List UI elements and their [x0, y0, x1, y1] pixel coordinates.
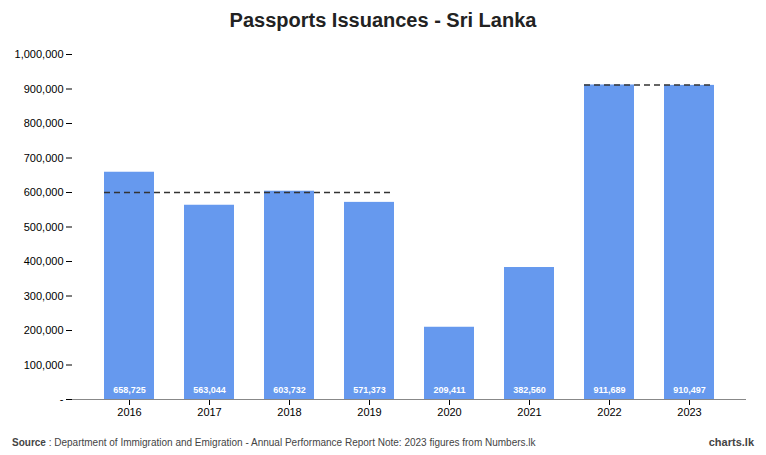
svg-text:2016: 2016	[117, 406, 141, 418]
svg-text:2020: 2020	[437, 406, 461, 418]
svg-text:1,000,000: 1,000,000	[15, 48, 64, 60]
svg-text:-: -	[60, 393, 64, 405]
html-text:charts.lk: charts.lk	[708, 436, 754, 448]
svg-text:200,000: 200,000	[24, 324, 64, 336]
svg-text:2018: 2018	[277, 406, 301, 418]
svg-text:910,497: 910,497	[673, 385, 706, 395]
svg-text:700,000: 700,000	[24, 152, 64, 164]
svg-text:2021: 2021	[517, 406, 541, 418]
svg-text:603,732: 603,732	[273, 385, 306, 395]
svg-text:209,411: 209,411	[433, 385, 465, 395]
svg-text:2017: 2017	[197, 406, 221, 418]
svg-text:911,689: 911,689	[593, 385, 625, 395]
svg-text:2019: 2019	[357, 406, 381, 418]
svg-text:658,725: 658,725	[113, 385, 146, 395]
svg-text:400,000: 400,000	[24, 255, 64, 267]
svg-text:100,000: 100,000	[24, 359, 64, 371]
svg-text:900,000: 900,000	[24, 83, 64, 95]
svg-text:571,373: 571,373	[353, 385, 386, 395]
svg-text:563,044: 563,044	[193, 385, 226, 395]
svg-text:800,000: 800,000	[24, 117, 64, 129]
html-text:Passports Issuances - Sri Lank: Passports Issuances - Sri Lanka	[229, 9, 537, 31]
svg-text:2023: 2023	[677, 406, 701, 418]
svg-text:382,560: 382,560	[513, 385, 546, 395]
svg-text:600,000: 600,000	[24, 186, 64, 198]
svg-text:2022: 2022	[597, 406, 621, 418]
html-text:Source: Department of Immigrat: Source: Department of Immigration and Em…	[12, 436, 536, 448]
svg-text:500,000: 500,000	[24, 221, 64, 233]
svg-text:300,000: 300,000	[24, 290, 64, 302]
